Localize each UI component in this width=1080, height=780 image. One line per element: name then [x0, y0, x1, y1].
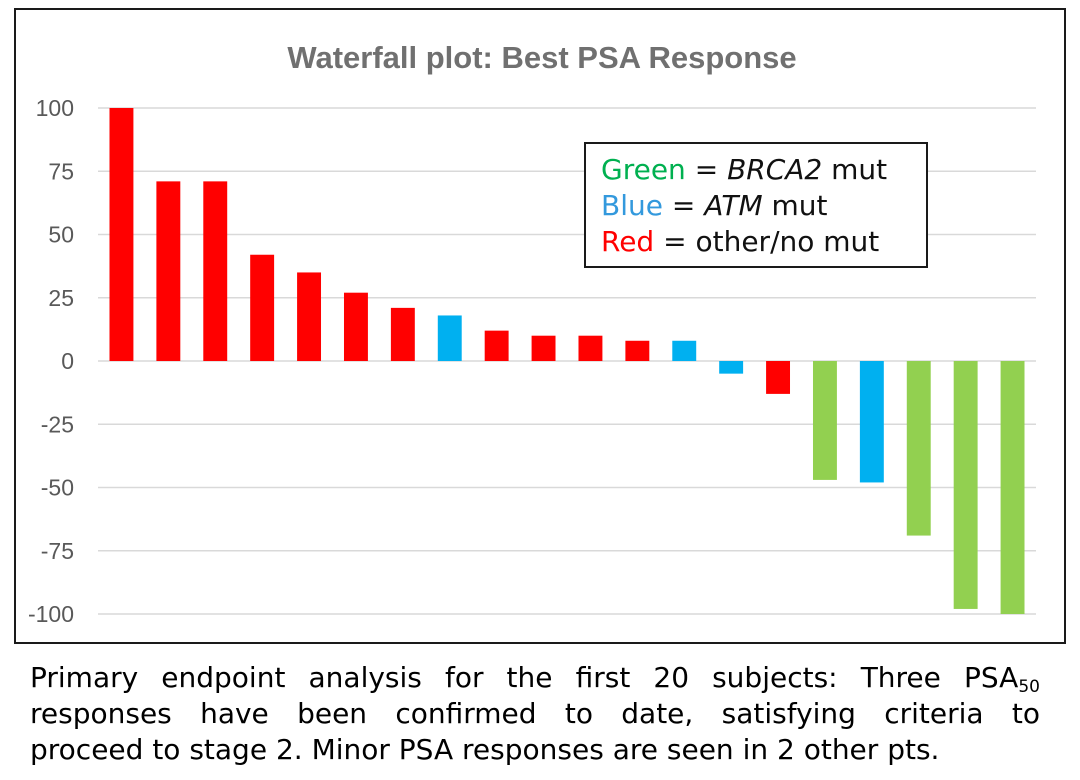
bar-18 [906, 361, 931, 536]
caption-line-2: responses have been confirmed to date, s… [30, 697, 1040, 730]
caption-word: subjects: [712, 661, 838, 694]
bar-10 [531, 335, 556, 361]
legend-entry-red: Red = other/no mut [601, 224, 926, 260]
bar-5 [297, 272, 322, 361]
caption-word: for [444, 661, 484, 694]
legend: Green = BRCA2 mut Blue = ATM mut Red = o… [584, 142, 928, 268]
bar-19 [953, 361, 978, 609]
caption-line-3: proceed to stage 2. Minor PSA responses … [30, 733, 940, 766]
legend-gene: ATM [704, 189, 763, 222]
caption-word: 20 [653, 661, 690, 694]
y-axis-tick-labels: 100 75 50 25 0 -25 -50 -75 -100 [28, 95, 74, 627]
caption-psa: PSA [963, 661, 1019, 694]
bars [109, 108, 1025, 614]
bar-3 [203, 181, 228, 361]
bar-20 [1000, 361, 1025, 614]
bar-6 [343, 292, 368, 361]
legend-color-word: Red [601, 225, 655, 258]
legend-suffix: mut [822, 153, 888, 186]
legend-eq: = [654, 225, 696, 258]
bar-11 [578, 335, 603, 361]
bar-14 [719, 361, 744, 374]
legend-color-word: Blue [601, 189, 663, 222]
caption-word: Three [860, 661, 941, 694]
caption-psa-subscript: 50 [1018, 677, 1040, 697]
bar-7 [390, 307, 415, 361]
bar-8 [437, 315, 462, 361]
y-tick-label: 75 [48, 158, 74, 184]
y-tick-label: 100 [36, 95, 74, 121]
y-tick-label: -25 [41, 411, 74, 437]
bar-15 [766, 361, 791, 394]
caption-word: endpoint [161, 661, 286, 694]
bar-2 [156, 181, 181, 361]
figure-caption: Primary endpoint analysis for the first … [30, 660, 1040, 768]
caption-word: first [575, 661, 631, 694]
y-tick-label: 0 [61, 348, 74, 374]
bar-1 [109, 108, 134, 361]
legend-suffix: mut [762, 189, 828, 222]
legend-entry-blue: Blue = ATM mut [601, 188, 926, 224]
y-tick-label: -100 [28, 601, 74, 627]
legend-suffix: other/no mut [695, 225, 880, 258]
bar-17 [859, 361, 884, 483]
legend-gene: BRCA2 [727, 153, 823, 186]
y-tick-label: -50 [41, 475, 74, 501]
legend-eq: = [685, 153, 728, 186]
caption-word: analysis [308, 661, 422, 694]
chart-frame: Waterfall plot: Best PSA Response 100 75 5… [14, 8, 1066, 644]
legend-entry-green: Green = BRCA2 mut [601, 152, 926, 188]
caption-line-1: Primary endpoint analysis for the first … [30, 660, 1040, 696]
waterfall-chart: Waterfall plot: Best PSA Response 100 75 5… [28, 40, 1036, 627]
bar-9 [484, 330, 509, 361]
y-tick-label: -75 [41, 538, 74, 564]
legend-eq: = [662, 189, 705, 222]
caption-word: the [506, 661, 553, 694]
y-tick-label: 25 [48, 285, 74, 311]
bar-4 [250, 254, 275, 361]
bar-12 [625, 340, 650, 361]
legend-color-word: Green [601, 153, 686, 186]
y-tick-label: 50 [48, 222, 74, 248]
chart-title: Waterfall plot: Best PSA Response [287, 40, 796, 75]
caption-word: Primary [30, 661, 139, 694]
bar-13 [672, 340, 697, 361]
bar-16 [812, 361, 837, 480]
